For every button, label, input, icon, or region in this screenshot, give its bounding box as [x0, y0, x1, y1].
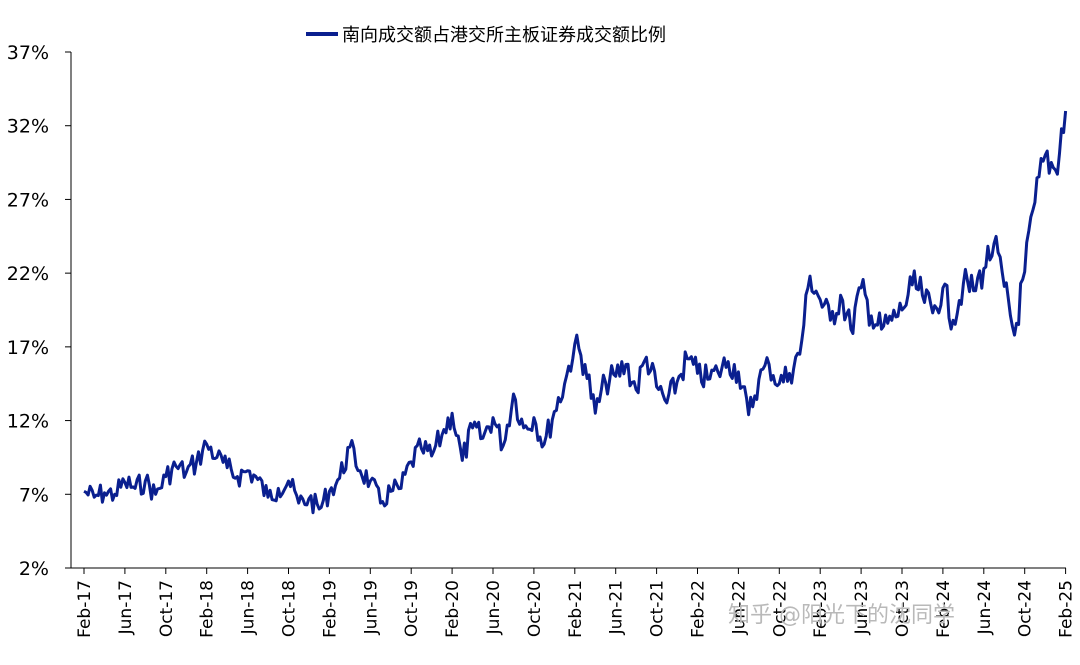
x-tick-label: Feb-22 — [689, 580, 709, 638]
y-axis: 2% 7% 12% 17% 22% 27% 32% 37% — [7, 42, 72, 580]
legend: 南向成交额占港交所主板证券成交额比例 — [306, 25, 666, 46]
x-tick-label: Jun-17 — [116, 580, 136, 635]
x-tick-label: Feb-21 — [566, 580, 586, 638]
x-tick-label: Feb-17 — [75, 580, 95, 638]
series-layer — [83, 110, 1068, 515]
x-tick-label: Oct-23 — [893, 580, 913, 637]
x-tick-label: Feb-19 — [320, 580, 340, 638]
series-line — [83, 110, 1068, 515]
y-tick-label: 27% — [7, 189, 49, 211]
x-tick-label: Jun-22 — [729, 580, 749, 635]
x-tick-label: Feb-20 — [443, 580, 463, 638]
x-tick-label: Oct-21 — [648, 580, 668, 637]
y-tick-label: 32% — [7, 116, 49, 138]
x-tick-label: Jun-24 — [975, 580, 995, 635]
watermark-text: 知乎 @阳光下的沈同学 — [728, 603, 955, 628]
x-axis: Feb-17 Jun-17 Oct-17 Feb-18 Jun-18 Oct-18 Feb-… — [71, 567, 1077, 638]
y-tick-label: 7% — [19, 484, 49, 506]
x-tick-label: Oct-20 — [525, 580, 545, 637]
y-tick-label: 17% — [7, 337, 49, 359]
x-tick-label: Jun-18 — [239, 580, 259, 635]
x-tick-label: Jun-20 — [484, 580, 504, 635]
x-tick-label: Feb-24 — [934, 580, 954, 638]
x-tick-label: Oct-18 — [280, 580, 300, 637]
legend-label: 南向成交额占港交所主板证券成交额比例 — [342, 25, 666, 46]
x-tick-label: Oct-17 — [157, 580, 177, 637]
x-tick-label: Oct-22 — [770, 580, 790, 637]
y-tick-label: 37% — [7, 42, 49, 64]
x-tick-label: Jun-19 — [361, 580, 381, 635]
y-tick-label: 22% — [7, 263, 49, 285]
x-tick-label: Feb-23 — [811, 580, 831, 638]
y-tick-label: 12% — [7, 411, 49, 433]
x-tick-label: Jun-21 — [607, 580, 627, 635]
x-tick-label: Feb-18 — [198, 580, 218, 638]
x-tick-label: Feb-25 — [1057, 580, 1077, 638]
x-tick-label: Oct-24 — [1016, 580, 1036, 637]
y-tick-label: 2% — [19, 558, 49, 580]
x-tick-label: Jun-23 — [852, 580, 872, 635]
x-tick-label: Oct-19 — [402, 580, 422, 637]
